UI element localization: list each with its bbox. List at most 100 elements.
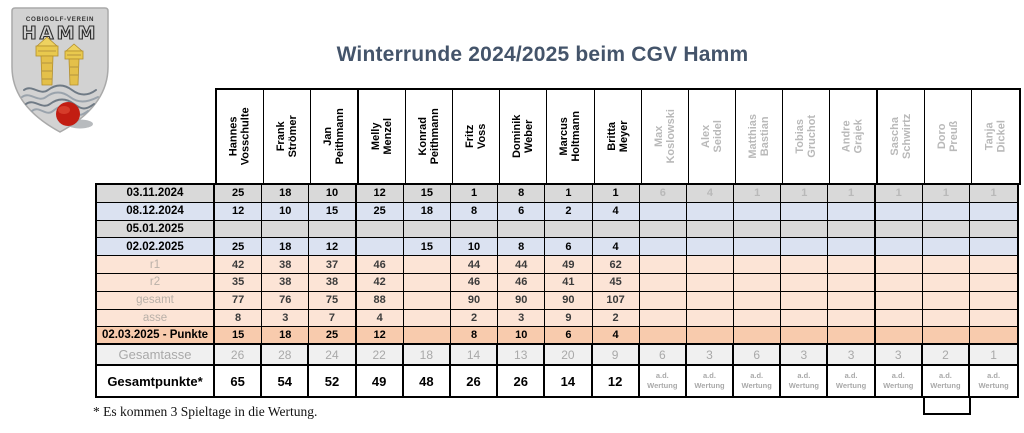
score-cell bbox=[734, 327, 782, 346]
score-cell: 15 bbox=[403, 238, 451, 257]
score-cell: 26 bbox=[215, 345, 263, 367]
row-label-gesamt: gesamt bbox=[97, 291, 215, 310]
results-table: Hannes Vosschulte Frank Strömer Jan Peithm… bbox=[95, 88, 1024, 418]
score-cell: 62 bbox=[592, 256, 640, 274]
score-cell bbox=[781, 256, 829, 274]
score-cell bbox=[734, 202, 782, 221]
score-cell bbox=[922, 256, 970, 274]
club-line: COBIGOLF-VEREIN bbox=[26, 16, 94, 23]
score-cell bbox=[922, 309, 970, 328]
score-cell bbox=[686, 327, 735, 346]
score-cell bbox=[262, 220, 310, 239]
score-cell: a.d. Wertung bbox=[734, 366, 782, 397]
score-cell: 107 bbox=[592, 291, 640, 310]
player-name: Matthias Bastian bbox=[746, 114, 772, 159]
row-label-05-01-2025: 05.01.2025 bbox=[97, 220, 215, 239]
score-cell bbox=[686, 256, 735, 274]
score-cell: 3 bbox=[875, 345, 923, 367]
row-label-02-02-2025: 02.02.2025 bbox=[97, 238, 215, 257]
score-cell: 9 bbox=[545, 309, 593, 328]
score-cell bbox=[828, 309, 876, 328]
score-cell bbox=[686, 202, 735, 221]
score-cell bbox=[686, 273, 735, 292]
player-name: Jan Peithmann bbox=[321, 108, 346, 165]
player-name: Andre Grajek bbox=[840, 119, 866, 154]
score-cell: a.d. Wertung bbox=[781, 366, 829, 397]
score-cell: 4 bbox=[356, 309, 404, 328]
score-cell: 12 bbox=[309, 238, 357, 257]
score-cell: 25 bbox=[215, 238, 263, 257]
score-cell: 15 bbox=[403, 185, 451, 203]
score-cell bbox=[875, 309, 923, 328]
score-cell bbox=[875, 202, 923, 221]
score-cell bbox=[828, 202, 876, 221]
score-cell: 28 bbox=[262, 345, 310, 367]
score-cell: 18 bbox=[262, 238, 310, 257]
score-cell bbox=[215, 220, 263, 239]
score-cell: 90 bbox=[450, 291, 499, 310]
score-cell bbox=[686, 220, 735, 239]
score-grid: 03.11.2024 25 18 10 12 15 1 8 1 1 6 4 1 1 1 1 1 1 08.12.20… bbox=[95, 183, 1020, 399]
score-cell: 8 bbox=[498, 185, 546, 203]
player-header-max-koslowski: Max Koslowski bbox=[641, 90, 689, 183]
score-cell: 12 bbox=[215, 202, 263, 221]
score-cell: 49 bbox=[545, 256, 593, 274]
score-cell: 6 bbox=[639, 185, 687, 203]
score-cell bbox=[403, 256, 451, 274]
score-cell bbox=[875, 220, 923, 239]
score-cell bbox=[922, 202, 970, 221]
score-cell bbox=[828, 291, 876, 310]
player-name: Tanja Dickel bbox=[983, 120, 1008, 153]
player-header-matthias-bastian: Matthias Bastian bbox=[736, 90, 784, 183]
score-cell bbox=[970, 220, 1018, 239]
score-cell bbox=[970, 238, 1018, 257]
score-cell: 6 bbox=[545, 327, 593, 346]
page-title: Winterrunde 2024/2025 beim CGV Hamm bbox=[336, 43, 749, 66]
score-cell: 4 bbox=[592, 327, 640, 346]
score-cell bbox=[639, 202, 687, 221]
score-cell: 2 bbox=[450, 309, 499, 328]
score-cell bbox=[922, 220, 970, 239]
player-header-konrad-peithmann: Konrad Peithmann bbox=[405, 90, 453, 183]
score-cell bbox=[545, 220, 593, 239]
score-cell bbox=[970, 327, 1018, 346]
score-cell: 9 bbox=[592, 345, 640, 367]
score-cell: 1 bbox=[970, 185, 1018, 203]
score-cell bbox=[686, 309, 735, 328]
player-header-fritz-voss: Fritz Voss bbox=[452, 90, 501, 183]
water-tower-left-icon bbox=[35, 36, 59, 86]
score-cell: a.d. Wertung bbox=[639, 366, 687, 397]
score-cell: a.d. Wertung bbox=[970, 366, 1018, 397]
score-cell bbox=[356, 220, 404, 239]
score-cell: a.d. Wertung bbox=[828, 366, 876, 397]
score-cell: 8 bbox=[498, 238, 546, 257]
score-cell: 25 bbox=[356, 202, 404, 221]
score-cell bbox=[734, 291, 782, 310]
score-cell: 14 bbox=[545, 366, 593, 397]
score-cell: 46 bbox=[356, 256, 404, 274]
score-cell bbox=[875, 327, 923, 346]
player-name: Sascha Schwirtz bbox=[888, 113, 913, 160]
score-cell: 76 bbox=[262, 291, 310, 310]
player-header-tobias-gruchot: Tobias Gruchot bbox=[783, 90, 831, 183]
score-cell bbox=[970, 291, 1018, 310]
score-cell: 3 bbox=[828, 345, 876, 367]
score-cell: 18 bbox=[403, 202, 451, 221]
score-cell: 8 bbox=[450, 202, 499, 221]
score-cell: 13 bbox=[498, 345, 546, 367]
score-cell bbox=[639, 256, 687, 274]
score-cell: 1 bbox=[970, 345, 1018, 367]
score-cell bbox=[356, 238, 404, 257]
player-name: Frank Strömer bbox=[274, 115, 300, 158]
club-crest-icon: COBIGOLF-VEREIN HAMM bbox=[11, 7, 109, 133]
score-cell: 38 bbox=[309, 273, 357, 292]
score-cell: 15 bbox=[215, 327, 263, 346]
player-name: Britta Meyer bbox=[605, 120, 630, 153]
score-cell bbox=[922, 291, 970, 310]
score-cell: 4 bbox=[592, 202, 640, 221]
score-cell bbox=[970, 202, 1018, 221]
score-cell: 12 bbox=[356, 327, 404, 346]
score-cell bbox=[592, 220, 640, 239]
score-cell bbox=[734, 309, 782, 328]
player-name: Marcus Holtmann bbox=[558, 111, 583, 162]
